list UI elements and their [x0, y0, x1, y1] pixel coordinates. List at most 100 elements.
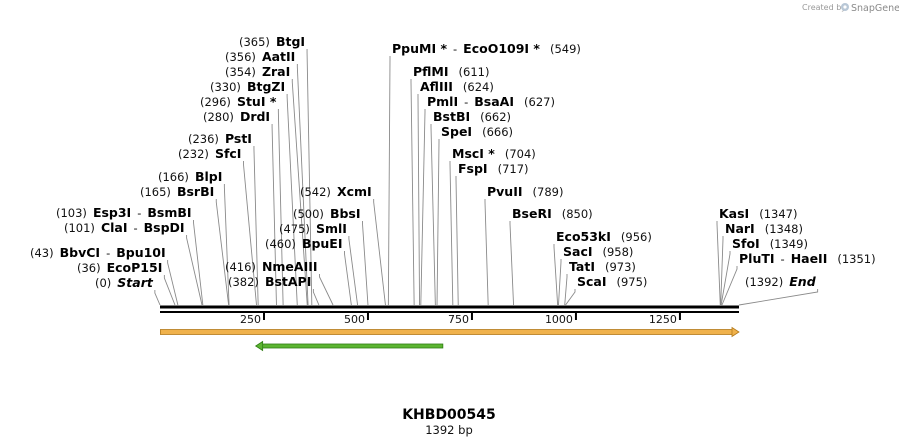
site-name: XcmI: [337, 184, 372, 199]
site-name: AflIII: [420, 79, 453, 94]
site-name: BtgI: [276, 34, 305, 49]
site-position: (1349): [770, 237, 808, 251]
site-position: (666): [482, 125, 513, 139]
site-position: (973): [605, 260, 636, 274]
site-name: BseRI: [512, 206, 552, 221]
leader-line: [296, 64, 309, 306]
tick-label: 750: [448, 313, 469, 326]
leader-line: [306, 49, 313, 306]
leader-line: [721, 266, 738, 306]
site-position: (542): [300, 185, 331, 199]
snapgene-logo-icon: [841, 3, 849, 11]
site-separator: -: [453, 42, 457, 56]
site-name: AatII: [262, 49, 295, 64]
site-label: BstBI (662): [433, 109, 511, 124]
site-name: PflMI: [413, 64, 449, 79]
site-name: SmlI: [316, 221, 347, 236]
site-position: (330): [210, 80, 241, 94]
site-position: (662): [480, 110, 511, 124]
site-position: (789): [533, 185, 564, 199]
site-label: (416) NmeAIII: [225, 259, 318, 274]
site-position: (416): [225, 260, 256, 274]
site-name: PstI: [225, 131, 252, 146]
leader-line: [286, 94, 298, 306]
site-name: MscI *: [452, 146, 495, 161]
site-label: SacI (958): [563, 244, 633, 259]
site-position: (549): [550, 42, 581, 56]
site-position: (280): [203, 110, 234, 124]
site-position: (475): [279, 222, 310, 236]
site-name: EcoP15I: [107, 260, 163, 275]
credit-brand: SnapGene: [851, 3, 899, 14]
site-label: PpuMI * - EcoO109I * (549): [392, 41, 581, 56]
leader-line: [430, 124, 436, 306]
site-separator: -: [781, 252, 785, 266]
site-labels: (0) Start(36) EcoP15I(43) BbvCI - Bpu10I(101)…: [30, 34, 876, 290]
site-label: PflMI (611): [413, 64, 489, 79]
ruler-ticks: 250 500 750 1000 1250: [240, 313, 681, 326]
site-position: (166): [158, 170, 189, 184]
site-name: PvuII: [487, 184, 523, 199]
site-position: (43): [30, 246, 54, 260]
site-name: Eco53kI: [556, 229, 611, 244]
site-position: (356): [225, 50, 256, 64]
site-name: PmlI: [427, 94, 458, 109]
site-name: BsrBI: [177, 184, 214, 199]
site-label: MscI * (704): [452, 146, 536, 161]
site-label: (280) DrdI: [203, 109, 270, 124]
site-position: (1348): [765, 222, 803, 236]
site-position: (1392): [745, 275, 783, 289]
tick-label: 1000: [545, 313, 573, 326]
site-name: BsmBI: [147, 205, 191, 220]
feature-track: [160, 326, 740, 352]
site-label: (356) AatII: [225, 49, 295, 64]
site-position: (0): [95, 276, 111, 290]
leader-line: [553, 244, 559, 306]
map-length: 1392 bp: [425, 423, 473, 437]
site-label: (382) BstAPI: [228, 274, 311, 289]
site-label: (296) StuI *: [200, 94, 277, 109]
site-separator: -: [133, 221, 137, 235]
leader-line: [716, 221, 721, 306]
site-name: NarI: [725, 221, 755, 236]
site-name: SfcI: [215, 146, 242, 161]
site-label: KasI (1347): [719, 206, 797, 221]
leader-line: [720, 251, 731, 306]
site-position: (611): [459, 65, 490, 79]
site-label: (1392) End: [745, 274, 817, 289]
leader-line: [565, 289, 576, 306]
leader-line: [387, 56, 391, 306]
tick-label: 1250: [649, 313, 677, 326]
map-title: KHBD00545: [402, 407, 496, 423]
leader-line: [410, 79, 415, 306]
leader-line: [449, 161, 454, 306]
leader-line: [277, 109, 284, 306]
site-label: (354) ZraI: [225, 64, 290, 79]
site-label: NarI (1348): [725, 221, 803, 236]
site-name: EcoO109I *: [463, 41, 540, 56]
site-label: SfoI (1349): [732, 236, 808, 251]
leader-line: [373, 199, 386, 306]
site-name: BspDI: [144, 220, 185, 235]
leader-line: [243, 161, 257, 306]
site-name: SacI: [563, 244, 593, 259]
site-position: (850): [562, 207, 593, 221]
leader-line: [564, 274, 568, 306]
site-name: BpuEI: [302, 236, 343, 251]
site-position: (956): [621, 230, 652, 244]
site-name: HaeII: [791, 251, 828, 266]
site-label: PmlI - BsaAI (627): [427, 94, 555, 109]
leader-line: [344, 251, 352, 306]
site-label: BseRI (850): [512, 206, 593, 221]
leader-line: [154, 290, 161, 306]
site-label: FspI (717): [458, 161, 529, 176]
site-name: DrdI: [240, 109, 270, 124]
site-separator: -: [464, 95, 468, 109]
site-position: (101): [64, 221, 95, 235]
leader-line: [558, 259, 562, 306]
site-label: (165) BsrBI: [140, 184, 214, 199]
site-position: (500): [293, 207, 324, 221]
leader-line: [186, 235, 203, 306]
site-name: FspI: [458, 161, 488, 176]
site-position: (958): [603, 245, 634, 259]
